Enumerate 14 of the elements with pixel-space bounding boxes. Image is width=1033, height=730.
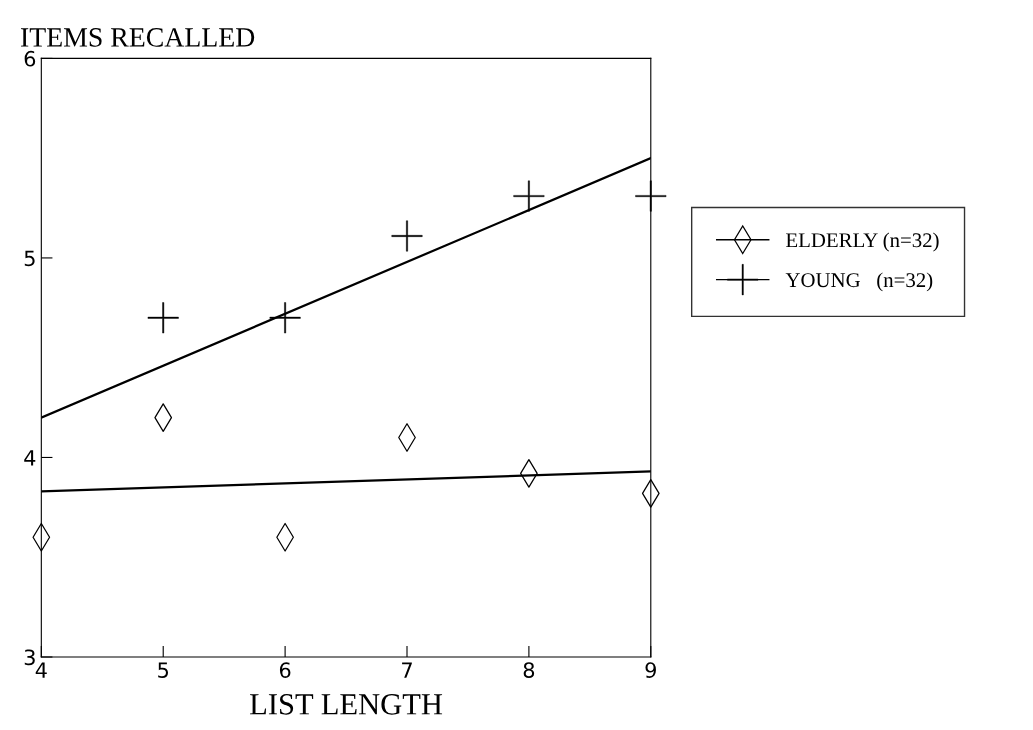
y-tick-label: 4 xyxy=(24,450,36,466)
x-axis-title: LIST LENGTH xyxy=(250,694,443,715)
y-tick-label: 3 xyxy=(24,649,35,666)
legend-label: YOUNG (n=32) xyxy=(785,272,933,292)
y-axis-title: ITEMS RECALLED xyxy=(20,28,255,47)
y-tick-label: 6 xyxy=(24,50,36,67)
x-tick-label: 5 xyxy=(158,662,169,678)
legend-label: ELDERLY (n=32) xyxy=(786,232,939,252)
x-tick-label: 9 xyxy=(645,662,656,678)
y-tick-label: 5 xyxy=(24,250,35,267)
x-tick-label: 7 xyxy=(402,662,412,678)
x-tick-label: 8 xyxy=(523,662,535,678)
x-tick-label: 4 xyxy=(35,662,47,678)
x-tick-label: 6 xyxy=(279,662,291,678)
